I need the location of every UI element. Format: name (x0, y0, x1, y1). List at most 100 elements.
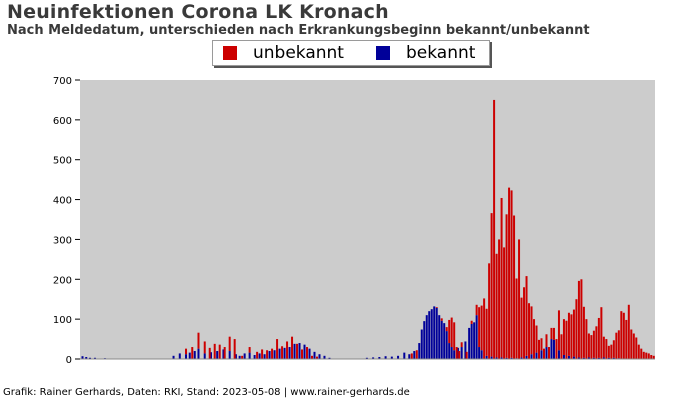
bar-unbekannt (271, 348, 274, 359)
bar-bekannt (365, 357, 368, 359)
bar-unbekannt (645, 352, 648, 359)
bar-unbekannt (630, 329, 633, 359)
bar-bekannt (283, 347, 286, 359)
bar-unbekannt (567, 312, 570, 356)
bar-unbekannt (612, 340, 615, 358)
legend-swatch-unbekannt (223, 46, 237, 60)
bar-unbekannt (218, 344, 221, 359)
bar-unbekannt (510, 190, 513, 358)
bar-bekannt (453, 350, 456, 359)
bar-unbekannt (286, 341, 289, 359)
bar-bekannt (263, 354, 266, 359)
bar-bekannt (222, 349, 225, 359)
y-tick-label: 200 (53, 275, 72, 286)
bar-unbekannt (515, 278, 518, 359)
bar-unbekannt (560, 334, 563, 359)
bar-unbekannt (213, 343, 216, 359)
bar-bekannt (520, 357, 523, 359)
bar-bekannt (552, 339, 555, 359)
y-tick-label: 600 (53, 116, 72, 127)
bar-unbekannt (248, 347, 251, 353)
bar-bekannt (413, 351, 416, 359)
bar-bekannt (428, 311, 431, 359)
bar-unbekannt (565, 320, 568, 359)
bar-unbekannt (228, 336, 231, 352)
bar-unbekannt (550, 327, 553, 340)
bar-unbekannt (475, 304, 478, 316)
bar-bekannt (303, 344, 306, 359)
bar-bekannt (420, 329, 423, 359)
bar-bekannt (433, 306, 436, 359)
bar-bekannt (88, 357, 91, 359)
bar-bekannt (443, 323, 446, 359)
bar-bekannt (456, 347, 459, 359)
bar-unbekannt (470, 320, 473, 324)
bar-bekannt (288, 347, 291, 359)
bar-bekannt (403, 352, 406, 359)
bar-unbekannt (197, 332, 200, 349)
bar-unbekannt (577, 280, 580, 358)
bar-unbekannt (440, 318, 443, 321)
bar-bekannt (607, 357, 610, 359)
bar-bekannt (268, 351, 271, 359)
bar-unbekannt (632, 333, 635, 359)
y-tick-label: 100 (53, 315, 72, 326)
bar-bekannt (478, 347, 481, 359)
bar-bekannt (228, 351, 231, 359)
bar-unbekannt (306, 347, 309, 359)
bar-unbekannt (575, 299, 578, 359)
bar-bekannt (485, 355, 488, 359)
bar-bekannt (572, 356, 575, 359)
footer-credit: Grafik: Rainer Gerhards, Daten: RKI, Sta… (3, 387, 410, 398)
bar-unbekannt (580, 279, 583, 359)
bar-unbekannt (523, 287, 526, 359)
bar-unbekannt (535, 325, 538, 353)
bar-bekannt (535, 352, 538, 359)
bar-unbekannt (635, 337, 638, 359)
bar-unbekannt (592, 330, 595, 358)
bar-unbekannt (301, 349, 304, 359)
bar-unbekannt (607, 345, 610, 358)
legend-swatch-bekannt (376, 46, 390, 60)
bar-bekannt (81, 356, 84, 359)
bar-unbekannt (480, 305, 483, 351)
bar-unbekannt (530, 306, 533, 355)
bar-unbekannt (610, 344, 613, 359)
bar-bekannt (298, 343, 301, 359)
bar-unbekannt (547, 347, 550, 359)
bar-bekannt (490, 356, 493, 359)
y-tick-label: 400 (53, 196, 72, 207)
bar-unbekannt (518, 239, 521, 359)
bar-bekannt (253, 355, 256, 359)
bar-unbekannt (600, 307, 603, 359)
y-tick-label: 300 (53, 235, 72, 246)
bar-bekannt (550, 339, 553, 359)
bar-unbekannt (538, 339, 540, 359)
bar-bekannt (293, 343, 296, 359)
bar-unbekannt (562, 319, 565, 356)
bar-bekannt (278, 348, 281, 359)
bar-bekannt (468, 327, 471, 359)
bar-bekannt (243, 353, 246, 359)
bar-bekannt (390, 356, 393, 359)
bar-bekannt (372, 357, 375, 359)
bar-bekannt (234, 354, 237, 359)
chart-title: Neuinfektionen Corona LK Kronach (7, 1, 389, 23)
bar-unbekannt (241, 355, 244, 359)
bar-bekannt (384, 356, 387, 359)
legend-item-bekannt: bekannt (376, 41, 475, 65)
bar-bekannt (313, 351, 316, 359)
legend-label-unbekannt: unbekannt (253, 43, 344, 63)
legend-item-unbekannt: unbekannt (223, 41, 344, 65)
bar-bekannt (423, 321, 426, 359)
bar-unbekannt (223, 347, 226, 359)
bar-bekannt (460, 347, 463, 359)
bar-unbekannt (552, 327, 555, 340)
bar-bekannt (450, 347, 453, 359)
bar-bekannt (473, 322, 476, 359)
bar-unbekannt (652, 355, 655, 359)
bar-unbekannt (448, 319, 451, 344)
bar-bekannt (592, 357, 595, 359)
bar-bekannt (318, 354, 321, 359)
